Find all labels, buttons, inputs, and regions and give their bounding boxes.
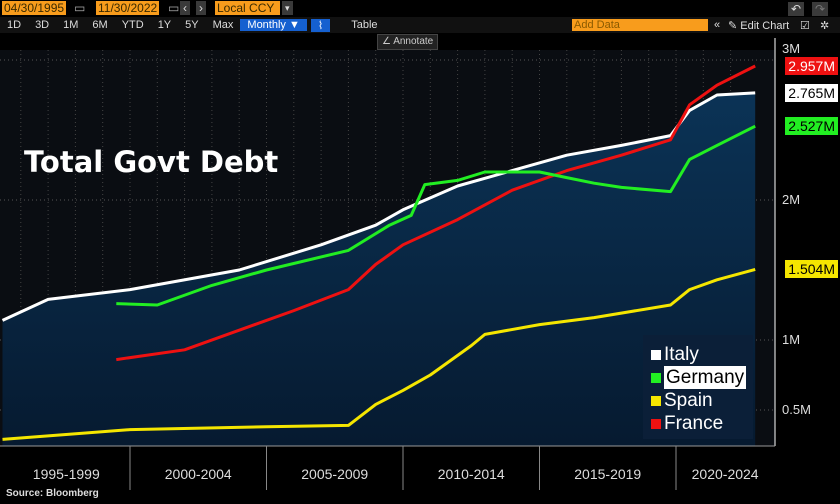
legend-item-germany[interactable]: Germany	[651, 366, 753, 389]
currency-select[interactable]: Local CCY	[215, 1, 280, 15]
line-chart-icon[interactable]: ⌇	[310, 18, 331, 32]
undo-button[interactable]: ↶	[788, 2, 805, 16]
period-max[interactable]: Max	[212, 19, 234, 31]
legend-swatch	[651, 372, 661, 383]
period-ytd[interactable]: YTD	[121, 19, 144, 31]
last-value-tag-spain: 1.504M	[785, 260, 838, 279]
start-date-input[interactable]: 04/30/1995	[2, 1, 67, 15]
period-1y[interactable]: 1Y	[157, 19, 172, 31]
period-1m[interactable]: 1M	[63, 19, 79, 31]
period-6m[interactable]: 6M	[92, 19, 108, 31]
edit-icon[interactable]: ☑	[800, 19, 810, 32]
calendar-icon[interactable]: ▭	[74, 1, 86, 15]
x-tick-label: 2010-2014	[437, 466, 505, 482]
legend-item-italy[interactable]: Italy	[651, 343, 753, 366]
add-data-input[interactable]: Add Data	[572, 19, 708, 31]
x-tick-label: 2020-2024	[691, 466, 759, 482]
source-note: Source: Bloomberg	[6, 488, 99, 499]
chart-title: Total Govt Debt	[24, 145, 279, 179]
y-tick-label: 3M	[782, 41, 801, 57]
x-tick-label: 2015-2019	[574, 466, 642, 482]
legend-item-france[interactable]: France	[651, 412, 753, 435]
last-value-tag-italy: 2.765M	[785, 83, 838, 102]
series-line-spain	[2, 267, 756, 441]
legend-label: Germany	[664, 366, 747, 389]
legend-label: France	[664, 413, 724, 434]
period-1d[interactable]: 1D	[7, 19, 22, 31]
annotate-button[interactable]: ∠ Annotate	[377, 34, 439, 50]
redo-button[interactable]: ↷	[812, 2, 829, 16]
legend-label: Spain	[664, 390, 713, 411]
legend-item-spain[interactable]: Spain	[651, 389, 753, 412]
next-button[interactable]: ›	[196, 1, 206, 15]
x-tick-label: 2005-2009	[301, 466, 369, 482]
legend-swatch	[651, 349, 661, 360]
legend-swatch	[651, 395, 661, 406]
series-area-italy	[2, 92, 756, 447]
legend-label: Italy	[664, 344, 699, 365]
period-3d[interactable]: 3D	[35, 19, 50, 31]
collapse-icon[interactable]: «	[714, 19, 721, 31]
y-tick-label: 1M	[782, 332, 801, 347]
edit-chart-button[interactable]: ✎ Edit Chart	[728, 19, 790, 32]
x-tick-label: 2000-2004	[164, 466, 232, 482]
y-tick-label: 0.5M	[782, 402, 811, 417]
calendar-icon[interactable]: ▭	[168, 1, 180, 15]
last-value-tag-france: 2.957M	[785, 57, 838, 76]
gear-icon[interactable]: ✲	[820, 19, 830, 32]
table-button[interactable]: Table	[351, 19, 378, 31]
toolbar-row: 1D 3D 1M 6M YTD 1Y 5Y Max Monthly ▼ ⌇ Ta…	[0, 17, 840, 33]
x-tick-label: 1995-1999	[32, 466, 100, 482]
last-value-tag-germany: 2.527M	[785, 117, 838, 136]
frequency-select[interactable]: Monthly ▼	[240, 19, 307, 31]
legend: Italy Germany Spain France	[643, 335, 753, 439]
series-line-germany	[116, 124, 756, 307]
chevron-down-icon[interactable]: ▾	[282, 1, 293, 15]
period-5y[interactable]: 5Y	[185, 19, 199, 31]
series-line-france	[116, 64, 756, 362]
prev-button[interactable]: ‹	[180, 1, 190, 15]
y-tick-label: 2M	[782, 192, 801, 207]
legend-swatch	[651, 418, 661, 429]
end-date-input[interactable]: 11/30/2022	[96, 1, 160, 15]
